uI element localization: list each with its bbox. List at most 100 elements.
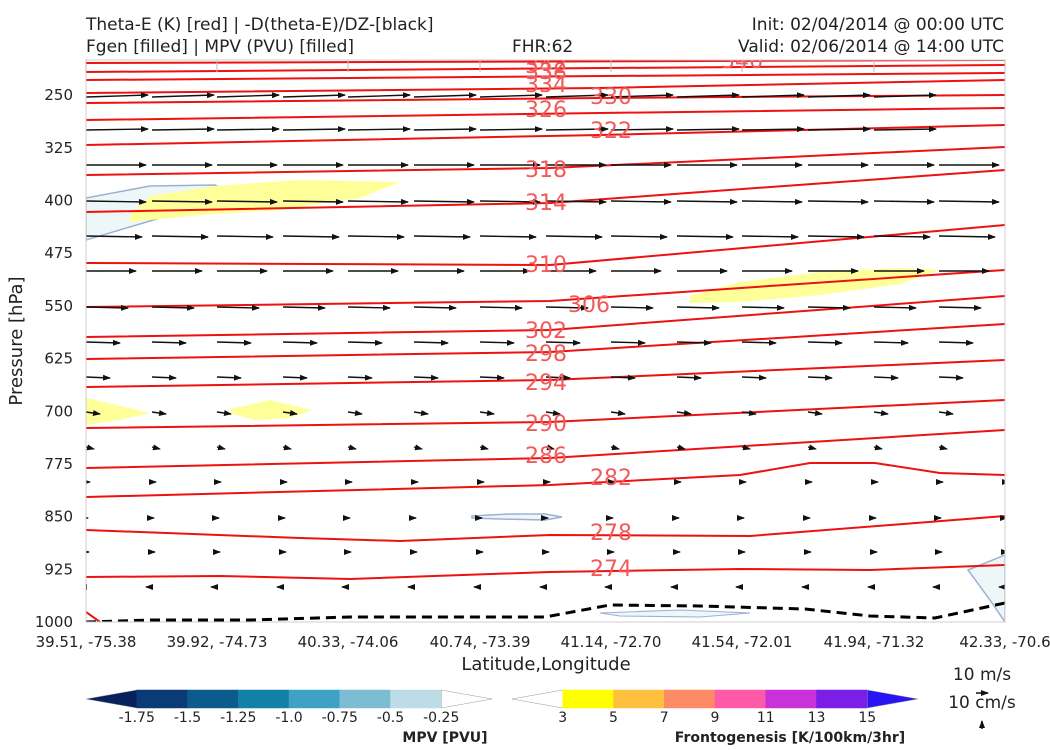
theta-e-label: 310 [525, 253, 567, 278]
wind-vector [282, 374, 308, 381]
colorbar-tick-label: 7 [660, 710, 669, 726]
wind-vector [873, 92, 937, 99]
y-tick-label: 475 [44, 244, 73, 262]
wind-vector [347, 198, 409, 205]
colorbar-segment [390, 689, 442, 709]
theta-e-label: 326 [525, 98, 567, 123]
y-tick-label: 250 [44, 86, 73, 104]
forecast-hour: FHR:62 [512, 37, 574, 57]
x-tick-label: 41.54, -72.01 [692, 633, 793, 651]
wind-vector [610, 198, 672, 205]
theta-e-label: 290 [525, 412, 567, 437]
wind-vector [676, 304, 720, 311]
theta-e-contour [86, 269, 1005, 308]
x-tick-label: 40.33, -74.06 [298, 633, 399, 651]
wind-vector [151, 126, 215, 133]
wind-vector [938, 339, 974, 346]
y-tick-label: 925 [44, 560, 73, 578]
wind-vector [610, 374, 636, 381]
wind-vector [151, 233, 209, 240]
colorbar-tick-label: -0.25 [423, 710, 459, 726]
wind-vector [545, 444, 555, 451]
wind-vector [807, 444, 817, 451]
wind-vector [938, 444, 948, 451]
wind-vector [347, 339, 383, 346]
wind-vector [347, 444, 357, 451]
wind-vector [741, 92, 805, 99]
colorbar-segment [562, 689, 614, 709]
wind-vector [479, 339, 515, 346]
theta-e-contour [86, 224, 1005, 267]
fgen-region [86, 398, 150, 425]
wind-vector [479, 374, 505, 381]
wind-vector [151, 374, 177, 381]
wind-vector [873, 304, 917, 311]
wind-vector [479, 233, 537, 240]
wind-vector [1004, 447, 1005, 448]
colorbar-tick-label: -0.5 [377, 710, 404, 726]
wind-vector [741, 339, 777, 346]
theta-e-label: 338 [525, 60, 567, 85]
colorbar-tick-label: -1.0 [275, 710, 302, 726]
theta-e-contour [86, 515, 1005, 543]
theta-e-label: 330 [590, 85, 632, 110]
theta-e-contour [86, 429, 1005, 469]
wind-vector [676, 339, 712, 346]
colorbar-segment [339, 689, 391, 709]
fgen-region [130, 180, 400, 222]
wind-vector [413, 198, 475, 205]
title-line-1: Theta-E (K) [red] | -D(theta-E)/DZ-[blac… [86, 15, 434, 35]
wind-vector [807, 339, 843, 346]
wind-vector [347, 374, 373, 381]
mpv-region [599, 609, 751, 618]
wind-vector [938, 304, 982, 311]
wind-vector [282, 339, 318, 346]
wind-vector [479, 92, 543, 99]
init-time: Init: 02/04/2014 @ 00:00 UTC [751, 15, 1004, 35]
theta-e-contour [86, 79, 1005, 94]
wind-vector [807, 198, 869, 205]
y-tick-label: 1000 [35, 613, 73, 631]
y-tick-label: 400 [44, 192, 73, 210]
theta-e-label: 298 [525, 342, 567, 367]
wind-vector [1004, 412, 1005, 413]
theta-e-contour [86, 72, 1005, 81]
mpv-region [471, 513, 563, 521]
wind-vector [610, 339, 646, 346]
y-axis: 250 325 400 475 550 625 700 775 850 925 1000 [35, 86, 73, 631]
wind-vector [413, 126, 477, 133]
wind-vector [347, 304, 391, 311]
y-tick-label: 700 [44, 402, 73, 420]
wind-vector [479, 198, 541, 205]
wind-vector [807, 410, 823, 416]
wind-vector [282, 410, 298, 416]
wind-vector [807, 126, 871, 133]
theta-e-contour [86, 169, 1005, 213]
theta-e-contour [86, 399, 1005, 429]
wind-vector [86, 304, 129, 311]
fgen-colorbar: 3 5 7 9 11 13 15 [511, 689, 919, 726]
wind-vector [347, 126, 411, 133]
wind-vector [545, 198, 607, 205]
wind-vector [938, 410, 954, 416]
wind-vector [86, 92, 149, 99]
x-axis-label: Latitude,Longitude [461, 654, 630, 675]
x-axis: 39.51, -75.38 39.92, -74.73 40.33, -74.06 4… [36, 60, 1050, 651]
wind-vector [151, 444, 161, 451]
wind-vector [741, 410, 757, 416]
theta-e-contour [86, 462, 1005, 498]
wind-vector [545, 126, 609, 133]
wind-vector [86, 410, 101, 416]
wind-vector [873, 126, 937, 133]
wind-vector [151, 92, 215, 99]
wind-vector [873, 198, 935, 205]
fgen-colorbar-label: Frontogenesis [K/100km/3hr] [675, 730, 905, 746]
theta-e-contour [86, 323, 1005, 360]
y-tick-label: 850 [44, 508, 73, 526]
colorbar-segment [816, 689, 868, 709]
wind-vector [151, 339, 187, 346]
wind-vector [151, 304, 195, 311]
wind-vector [413, 304, 457, 311]
wind-vector [216, 304, 260, 311]
